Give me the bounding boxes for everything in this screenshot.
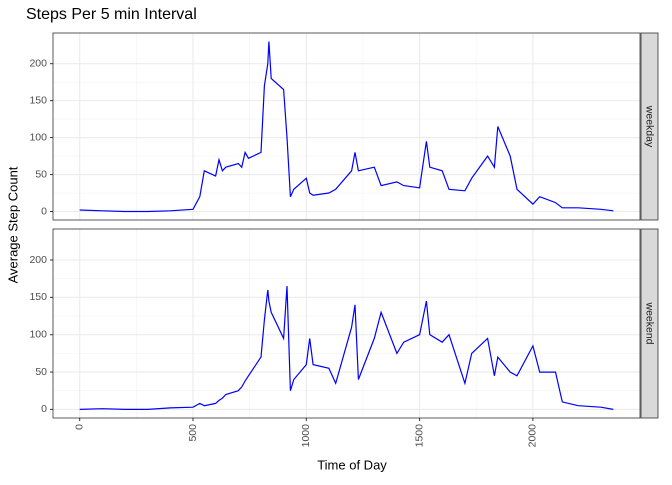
y-tick-label: 150 xyxy=(29,291,47,303)
x-tick-label: 0 xyxy=(73,424,85,430)
facet-label: weekend xyxy=(644,301,656,344)
x-tick-label: 500 xyxy=(187,424,199,442)
panel xyxy=(53,33,640,220)
x-tick-label: 2000 xyxy=(527,424,539,448)
y-axis-label: Average Step Count xyxy=(5,166,20,283)
x-tick-label: 1500 xyxy=(413,424,425,448)
line xyxy=(79,286,614,410)
panel xyxy=(53,229,640,418)
y-tick-label: 50 xyxy=(35,168,47,180)
y-tick-label: 0 xyxy=(41,403,47,415)
panel-border xyxy=(52,228,641,419)
x-tick-label: 1000 xyxy=(300,424,312,448)
line xyxy=(79,41,614,213)
y-tick-label: 100 xyxy=(29,131,47,143)
y-tick-label: 0 xyxy=(41,205,47,217)
y-tick-label: 100 xyxy=(29,328,47,340)
facet-strip xyxy=(640,228,659,419)
x-axis-label: Time of Day xyxy=(317,457,387,472)
facet-strip xyxy=(640,32,659,221)
y-tick-label: 200 xyxy=(29,57,47,69)
facet-label: weekday xyxy=(644,105,656,148)
y-tick-label: 150 xyxy=(29,94,47,106)
chart-title: Steps Per 5 min Interval xyxy=(26,6,197,23)
y-tick-label: 200 xyxy=(29,254,47,266)
y-tick-label: 50 xyxy=(35,366,47,378)
panel-border xyxy=(52,32,641,221)
